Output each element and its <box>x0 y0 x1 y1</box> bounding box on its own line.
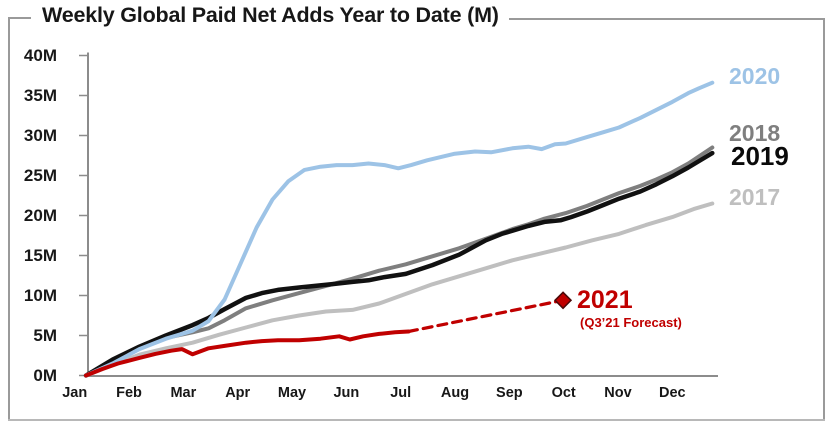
x-axis-month-label: Dec <box>659 385 686 401</box>
frame-border-right <box>823 18 825 421</box>
y-axis-tick-label: 0M <box>33 365 57 385</box>
series-line-2020 <box>84 80 715 378</box>
y-axis-tick-label: 20M <box>23 205 57 225</box>
x-axis-month-label: Oct <box>551 385 576 401</box>
series-line-2021 <box>84 329 411 378</box>
x-axis-month-label: Jan <box>62 385 88 401</box>
x-axis-month-label: Mar <box>170 385 197 401</box>
chart-title: Weekly Global Paid Net Adds Year to Date… <box>36 3 505 28</box>
frame-border-left <box>8 17 10 421</box>
series-line-2017 <box>84 201 715 378</box>
x-axis-month-label: Aug <box>440 385 470 401</box>
forecast-note-label: (Q3’21 Forecast) <box>580 315 682 330</box>
series-label-2020: 2020 <box>729 63 781 89</box>
series-line-2018 <box>84 145 715 378</box>
y-axis-tick-label: 15M <box>23 245 57 265</box>
y-axis-tick-label: 30M <box>23 125 57 145</box>
x-axis-month-label: Feb <box>116 385 142 401</box>
y-axis-tick-label: 40M <box>23 45 57 65</box>
y-axis-tick-label: 35M <box>23 85 57 105</box>
series-label-2018: 2018 <box>729 120 781 146</box>
frame-border-top-left <box>8 17 31 19</box>
x-axis-month-label: Sep <box>496 385 523 401</box>
series-line-2019 <box>83 150 715 378</box>
series-line-2021_forecast <box>406 298 565 334</box>
x-axis-month-label: Jun <box>333 385 360 401</box>
series-label-2021: 2021 <box>577 286 633 314</box>
frame-border-bottom <box>8 419 825 421</box>
x-axis-month-label: Jul <box>390 385 412 401</box>
series-label-2019: 2019 <box>731 141 789 171</box>
forecast-diamond-icon <box>553 291 573 310</box>
frame-border-top-right <box>509 18 825 20</box>
y-axis-tick-label: 25M <box>23 165 57 185</box>
x-axis-month-label: Nov <box>604 385 632 401</box>
y-axis-tick-label: 5M <box>33 325 57 345</box>
series-label-2017: 2017 <box>729 184 781 210</box>
y-axis-tick-label: 10M <box>23 285 57 305</box>
x-axis-month-label: May <box>277 385 307 401</box>
x-axis-month-label: Apr <box>225 385 251 401</box>
